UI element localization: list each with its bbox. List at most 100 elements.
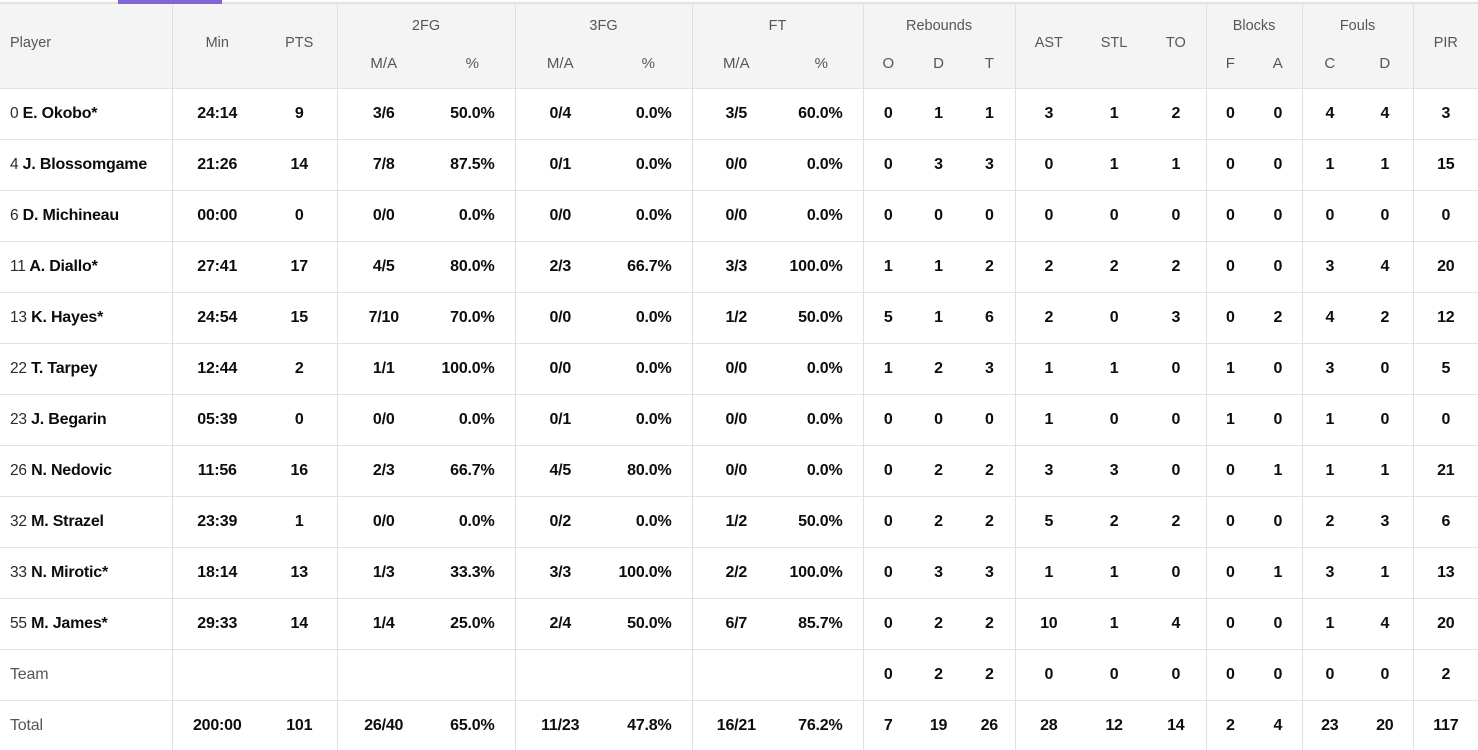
stats-table-body: 0 E. Okobo* 24:14 9 3/6 50.0% 0/4 0.0% 3/5 60.0%… (0, 87, 1478, 750)
stat-min: 18:14 (172, 546, 262, 598)
stat-reb-o: 0 (863, 648, 914, 700)
stat-pir: 2 (1413, 648, 1478, 700)
table-row: 26 N. Nedovic 11:56 16 2/3 66.7% 4/5 80.0% 0/0 0… (0, 444, 1478, 496)
stat-2fg-ma: 0/0 (337, 189, 430, 241)
stat-ft-pct: 100.0% (780, 546, 864, 598)
stat-pir: 5 (1413, 342, 1478, 394)
player-name[interactable]: D. Michineau (22, 206, 119, 224)
group-header-3fg: 3FG (515, 4, 693, 38)
stat-reb-d: 2 (913, 648, 965, 700)
stat-foul-d: 1 (1357, 138, 1414, 190)
stat-2fg-ma (337, 648, 430, 700)
player-name[interactable]: E. Okobo* (22, 104, 98, 122)
stat-foul-c: 0 (1302, 648, 1358, 700)
player-name[interactable]: N. Nedovic (31, 461, 112, 479)
active-tab-indicator[interactable] (118, 0, 222, 4)
stat-ft-ma: 1/2 (692, 291, 781, 343)
player-cell[interactable]: 33 N. Mirotic* (0, 546, 173, 598)
player-name[interactable]: T. Tarpey (31, 359, 98, 377)
stat-ft-ma (692, 648, 781, 700)
stat-ft-ma: 6/7 (692, 597, 781, 649)
stat-pts: 101 (262, 699, 338, 750)
stat-reb-o: 0 (863, 87, 914, 139)
stat-ft-pct: 0.0% (780, 393, 864, 445)
stat-2fg-pct: 25.0% (430, 597, 516, 649)
stat-stl: 0 (1082, 648, 1147, 700)
stat-3fg-ma: 0/2 (515, 495, 606, 547)
stat-3fg-ma: 4/5 (515, 444, 606, 496)
stat-foul-c: 2 (1302, 495, 1358, 547)
stat-foul-d: 1 (1357, 444, 1414, 496)
player-name[interactable]: M. Strazel (31, 512, 104, 530)
stat-reb-t: 2 (964, 597, 1016, 649)
stat-3fg-ma: 0/4 (515, 87, 606, 139)
tab-bar-bottom-border (0, 0, 1478, 4)
stat-blk-a: 1 (1254, 546, 1303, 598)
player-cell[interactable]: 26 N. Nedovic (0, 444, 173, 496)
stat-pts: 0 (262, 393, 338, 445)
stat-blk-f: 1 (1206, 342, 1255, 394)
stat-ft-ma: 16/21 (692, 699, 781, 750)
column-header-min: Min (172, 4, 262, 88)
player-cell[interactable]: 23 J. Begarin (0, 393, 173, 445)
player-name[interactable]: J. Begarin (31, 410, 107, 428)
stat-foul-d: 0 (1357, 189, 1414, 241)
stat-reb-o: 1 (863, 342, 914, 394)
stat-foul-c: 1 (1302, 597, 1358, 649)
stat-3fg-pct: 80.0% (605, 444, 693, 496)
column-header-ft-ma: M/A (692, 38, 781, 88)
stat-foul-c: 4 (1302, 87, 1358, 139)
player-name[interactable]: A. Diallo* (29, 257, 98, 275)
column-header-pir: PIR (1413, 4, 1478, 88)
stat-to: 0 (1146, 546, 1207, 598)
player-cell[interactable]: 55 M. James* (0, 597, 173, 649)
player-name[interactable]: M. James* (31, 614, 108, 632)
stat-3fg-ma: 0/1 (515, 393, 606, 445)
stat-foul-d: 3 (1357, 495, 1414, 547)
table-row: 32 M. Strazel 23:39 1 0/0 0.0% 0/2 0.0% 1/2 50.0… (0, 495, 1478, 547)
player-cell[interactable]: 11 A. Diallo* (0, 240, 173, 292)
player-cell[interactable]: 4 J. Blossomgame (0, 138, 173, 190)
stat-min: 21:26 (172, 138, 262, 190)
player-cell[interactable]: 22 T. Tarpey (0, 342, 173, 394)
stat-blk-a: 2 (1254, 291, 1303, 343)
stat-pir: 13 (1413, 546, 1478, 598)
stat-2fg-ma: 0/0 (337, 495, 430, 547)
stat-2fg-pct: 80.0% (430, 240, 516, 292)
stat-reb-o: 7 (863, 699, 914, 750)
stat-ft-ma: 0/0 (692, 342, 781, 394)
player-cell[interactable]: 13 K. Hayes* (0, 291, 173, 343)
stat-3fg-pct (605, 648, 693, 700)
table-row: 6 D. Michineau 00:00 0 0/0 0.0% 0/0 0.0% 0/0 0.0… (0, 189, 1478, 241)
table-row: 55 M. James* 29:33 14 1/4 25.0% 2/4 50.0% 6/7 85… (0, 597, 1478, 649)
stat-blk-f: 2 (1206, 699, 1255, 750)
stat-3fg-pct: 0.0% (605, 342, 693, 394)
stat-blk-f: 0 (1206, 546, 1255, 598)
stat-blk-f: 0 (1206, 291, 1255, 343)
stat-2fg-pct: 100.0% (430, 342, 516, 394)
player-number: 11 (10, 257, 26, 275)
stat-pts: 17 (262, 240, 338, 292)
player-cell[interactable]: 0 E. Okobo* (0, 87, 173, 139)
player-name[interactable]: N. Mirotic* (31, 563, 109, 581)
player-name[interactable]: K. Hayes* (31, 308, 104, 326)
stat-reb-d: 0 (913, 393, 965, 445)
player-number: 26 (10, 461, 27, 479)
stat-3fg-pct: 0.0% (605, 87, 693, 139)
stat-reb-t: 0 (964, 393, 1016, 445)
player-cell[interactable]: 6 D. Michineau (0, 189, 173, 241)
stat-stl: 2 (1082, 495, 1147, 547)
stat-reb-o: 0 (863, 546, 914, 598)
stat-reb-o: 0 (863, 444, 914, 496)
column-header-to: TO (1146, 4, 1207, 88)
stat-pts: 0 (262, 189, 338, 241)
stat-blk-f: 0 (1206, 189, 1255, 241)
stat-to: 2 (1146, 240, 1207, 292)
summary-row: Total 200:00 101 26/40 65.0% 11/23 47.8% 16/21 7… (0, 699, 1478, 750)
stat-2fg-ma: 1/4 (337, 597, 430, 649)
player-name[interactable]: J. Blossomgame (22, 155, 148, 173)
stat-blk-a: 0 (1254, 495, 1303, 547)
stat-to: 3 (1146, 291, 1207, 343)
stat-blk-a: 0 (1254, 138, 1303, 190)
player-cell[interactable]: 32 M. Strazel (0, 495, 173, 547)
